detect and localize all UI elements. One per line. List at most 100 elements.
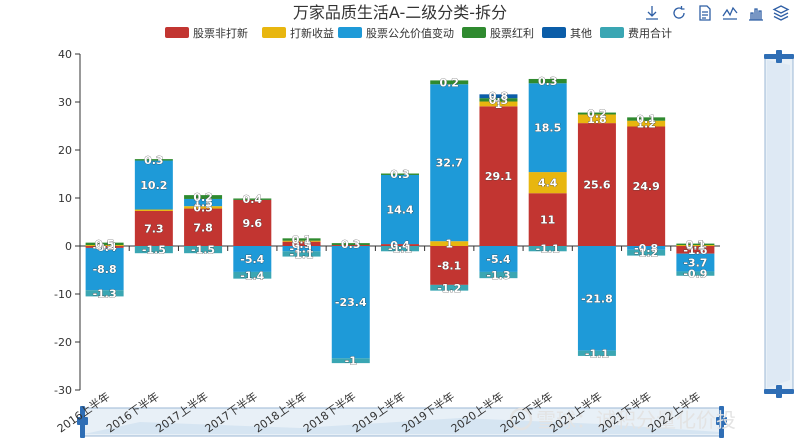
- horizontal-zoom-slider[interactable]: [77, 406, 727, 438]
- bar-segment[interactable]: [577, 246, 616, 351]
- bar-segment[interactable]: [282, 251, 321, 257]
- bar-segment[interactable]: [331, 358, 370, 364]
- download-icon[interactable]: [644, 5, 660, 21]
- bar-segment[interactable]: [381, 174, 419, 245]
- bar-segment[interactable]: [430, 241, 469, 246]
- legend-item[interactable]: 股票非打新: [165, 26, 248, 40]
- bar-segment[interactable]: [676, 253, 715, 272]
- bar-segment[interactable]: [134, 160, 173, 210]
- bar-segment[interactable]: [134, 159, 173, 161]
- bar-segment[interactable]: [577, 350, 616, 356]
- bar-segment[interactable]: [381, 244, 419, 246]
- bar-segment[interactable]: [430, 80, 469, 85]
- bar-segment[interactable]: [85, 245, 124, 247]
- bar-segment[interactable]: [134, 210, 173, 246]
- legend-item[interactable]: 打新收益: [262, 26, 334, 40]
- legend-item[interactable]: 股票红利: [462, 27, 534, 40]
- vertical-slider-handle-top[interactable]: [764, 50, 794, 63]
- bar-segment[interactable]: [85, 290, 124, 297]
- bar-segment[interactable]: [627, 126, 666, 246]
- legend-item[interactable]: 其他: [542, 27, 592, 40]
- bar-segment[interactable]: [676, 246, 715, 254]
- bar-segment[interactable]: [233, 246, 272, 272]
- bar-segment[interactable]: [282, 238, 321, 241]
- bar-segment[interactable]: [627, 120, 666, 127]
- data-label: -1.2: [437, 282, 461, 295]
- bar-segment[interactable]: [577, 123, 616, 246]
- y-tick-label: -20: [54, 336, 72, 349]
- bar-segment[interactable]: [381, 173, 419, 175]
- data-view-icon[interactable]: [697, 5, 713, 21]
- bar-segment[interactable]: [479, 271, 518, 279]
- bar-segment[interactable]: [430, 84, 469, 242]
- bar-segment[interactable]: [85, 242, 124, 246]
- refresh-icon[interactable]: [671, 5, 687, 21]
- bar-segment[interactable]: [676, 271, 715, 276]
- bar-segment[interactable]: [430, 284, 469, 291]
- bar-segment[interactable]: [479, 101, 518, 107]
- bar-segment[interactable]: [528, 83, 567, 173]
- bar-chart-icon[interactable]: [748, 5, 764, 21]
- data-label: -5.4: [240, 253, 264, 266]
- bar-segment[interactable]: [331, 246, 370, 359]
- bar-segment[interactable]: [85, 246, 124, 248]
- bar-segment[interactable]: [528, 172, 567, 194]
- data-label: -5.4: [486, 253, 510, 266]
- bar-segment[interactable]: [331, 245, 370, 247]
- data-label: 0.2: [95, 240, 115, 253]
- bar-segment[interactable]: [134, 246, 173, 254]
- bar-segment[interactable]: [381, 246, 419, 252]
- toolbox: [644, 5, 790, 21]
- bar-segment[interactable]: [479, 246, 518, 272]
- bar-segment[interactable]: [676, 243, 715, 246]
- bar-segment[interactable]: [528, 246, 567, 252]
- bar-segment[interactable]: [577, 112, 616, 115]
- bar-segment[interactable]: [331, 243, 370, 246]
- bar-segment[interactable]: [184, 246, 223, 254]
- bar-segment[interactable]: [479, 94, 518, 99]
- line-chart-icon[interactable]: [722, 5, 738, 21]
- horizontal-slider-handle-right[interactable]: [716, 406, 727, 438]
- data-label: 0.2: [587, 108, 607, 121]
- bar-segment[interactable]: [430, 246, 469, 285]
- bar-segment[interactable]: [233, 198, 272, 200]
- legend-item[interactable]: 费用合计: [600, 26, 672, 40]
- bar-segment[interactable]: [85, 247, 124, 291]
- y-tick-label: 0: [65, 240, 72, 253]
- bar-segment[interactable]: [627, 249, 666, 256]
- vertical-slider-handle-bottom[interactable]: [764, 385, 794, 398]
- bar-segment[interactable]: [233, 271, 272, 279]
- bar-segment[interactable]: [627, 117, 666, 121]
- bar-segment[interactable]: [184, 208, 223, 246]
- bar-segment[interactable]: [282, 246, 321, 252]
- bar-segment[interactable]: [184, 195, 223, 199]
- vertical-zoom-slider[interactable]: [764, 50, 794, 398]
- data-labels: -0.40.2-8.80.5-1.37.310.20.3-1.57.80.51.…: [92, 75, 708, 368]
- bar-segment[interactable]: [528, 78, 567, 84]
- bar-segment[interactable]: [233, 199, 272, 246]
- bar-segment[interactable]: [479, 98, 518, 102]
- data-label: 1: [495, 98, 503, 111]
- data-label: 1.2: [636, 118, 656, 131]
- bar-segment[interactable]: [479, 106, 518, 246]
- data-label: -1.2: [634, 247, 658, 260]
- legend-item[interactable]: 股票公允价值变动: [338, 26, 454, 40]
- bar-segment[interactable]: [134, 209, 173, 211]
- bar-segment[interactable]: [627, 246, 666, 250]
- horizontal-slider-handle-left[interactable]: [77, 406, 88, 438]
- bar-segment[interactable]: [184, 198, 223, 207]
- data-label: 14.4: [386, 204, 413, 217]
- data-label: -1.3: [486, 269, 510, 282]
- bar-segment[interactable]: [676, 245, 715, 247]
- data-label: 0.3: [144, 154, 164, 167]
- bar-segment[interactable]: [282, 240, 321, 242]
- data-label: 0.1: [292, 234, 312, 247]
- data-label: -1.6: [683, 244, 707, 257]
- bar-segment[interactable]: [577, 114, 616, 124]
- bar-segment[interactable]: [528, 193, 567, 246]
- legend: 股票非打新 打新收益 股票公允价值变动 股票红利 其他 费用合计: [165, 26, 672, 40]
- stack-icon[interactable]: [772, 5, 790, 21]
- data-label: -0.8: [634, 242, 658, 255]
- bar-segment[interactable]: [282, 241, 321, 246]
- bar-segment[interactable]: [184, 206, 223, 209]
